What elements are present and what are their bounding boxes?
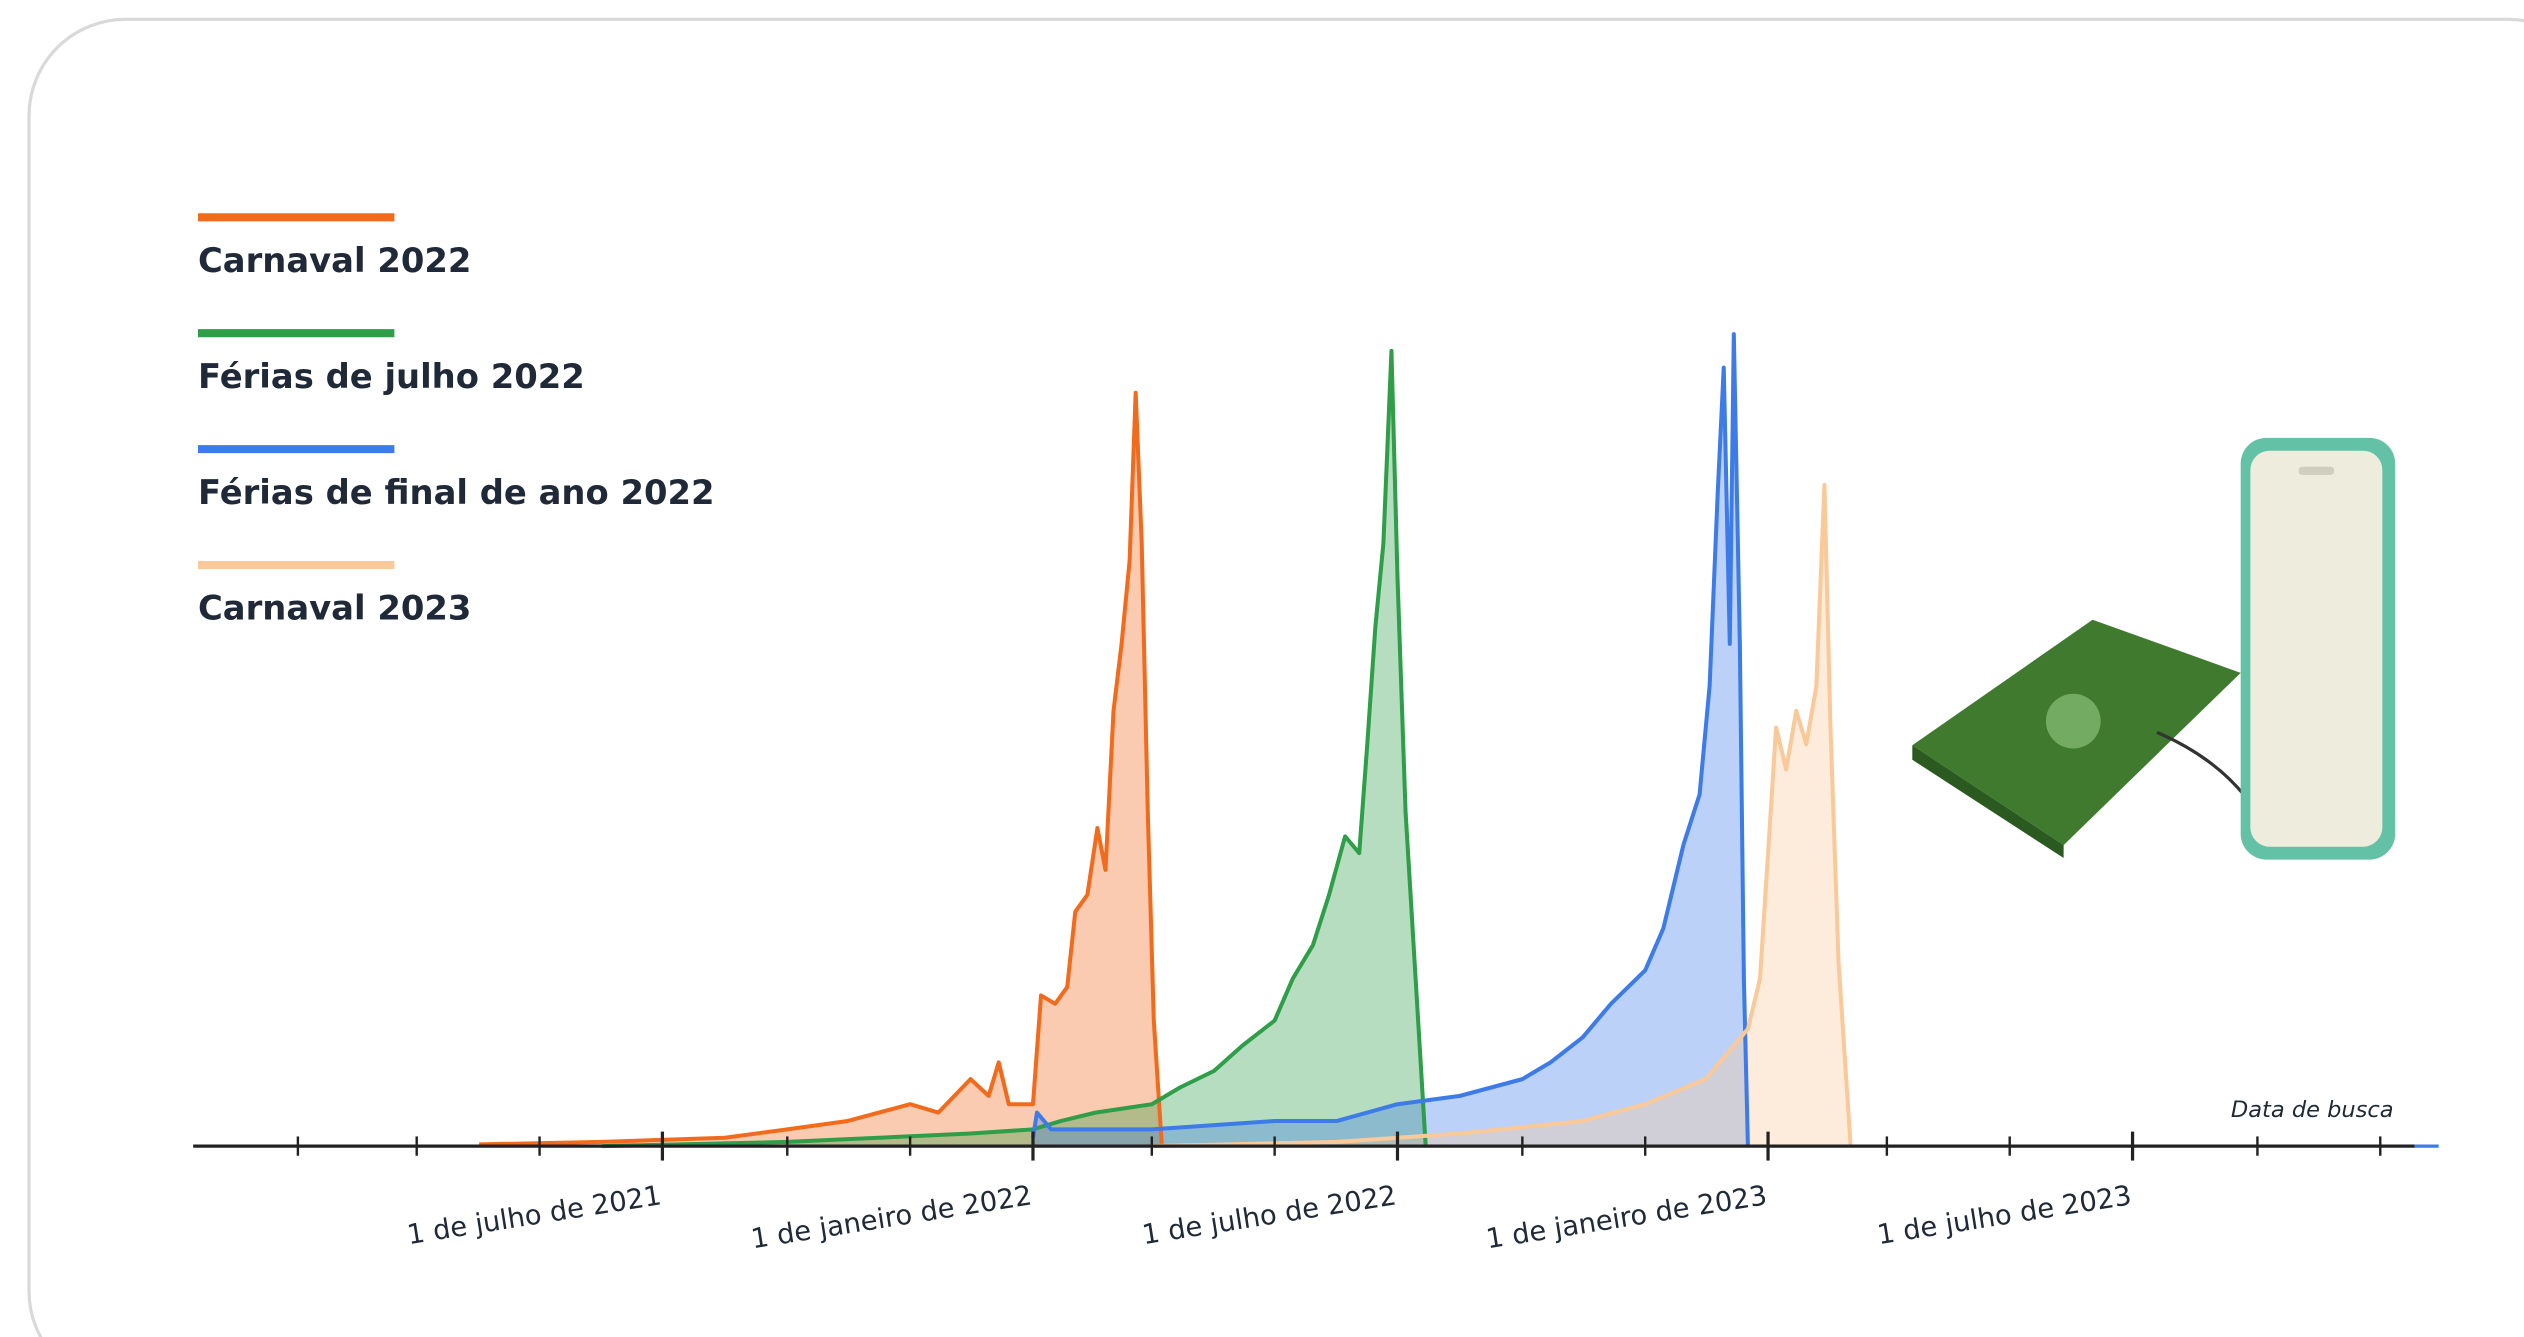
area [1032,334,1748,1147]
passport-globe [2045,693,2101,749]
line [1030,332,1750,1147]
legend-label: Férias de julho 2022 [198,357,585,396]
card [27,17,2524,1337]
passport-ribbon [2156,730,2247,798]
x-axis-title: Data de busca [2231,1097,2394,1123]
phone-screen [2250,450,2383,847]
legend-label: Carnaval 2023 [198,589,471,628]
passport-edge [1912,745,2064,858]
area [479,392,1162,1147]
legend-label: Carnaval 2022 [198,241,471,280]
phone-notch [2298,466,2335,475]
illustration [1912,437,2396,860]
area [1151,484,1851,1147]
line [1151,482,1853,1149]
line [479,390,1164,1147]
line [601,348,1428,1149]
area [601,350,1426,1147]
legend-label: Férias de final de ano 2022 [198,473,715,512]
